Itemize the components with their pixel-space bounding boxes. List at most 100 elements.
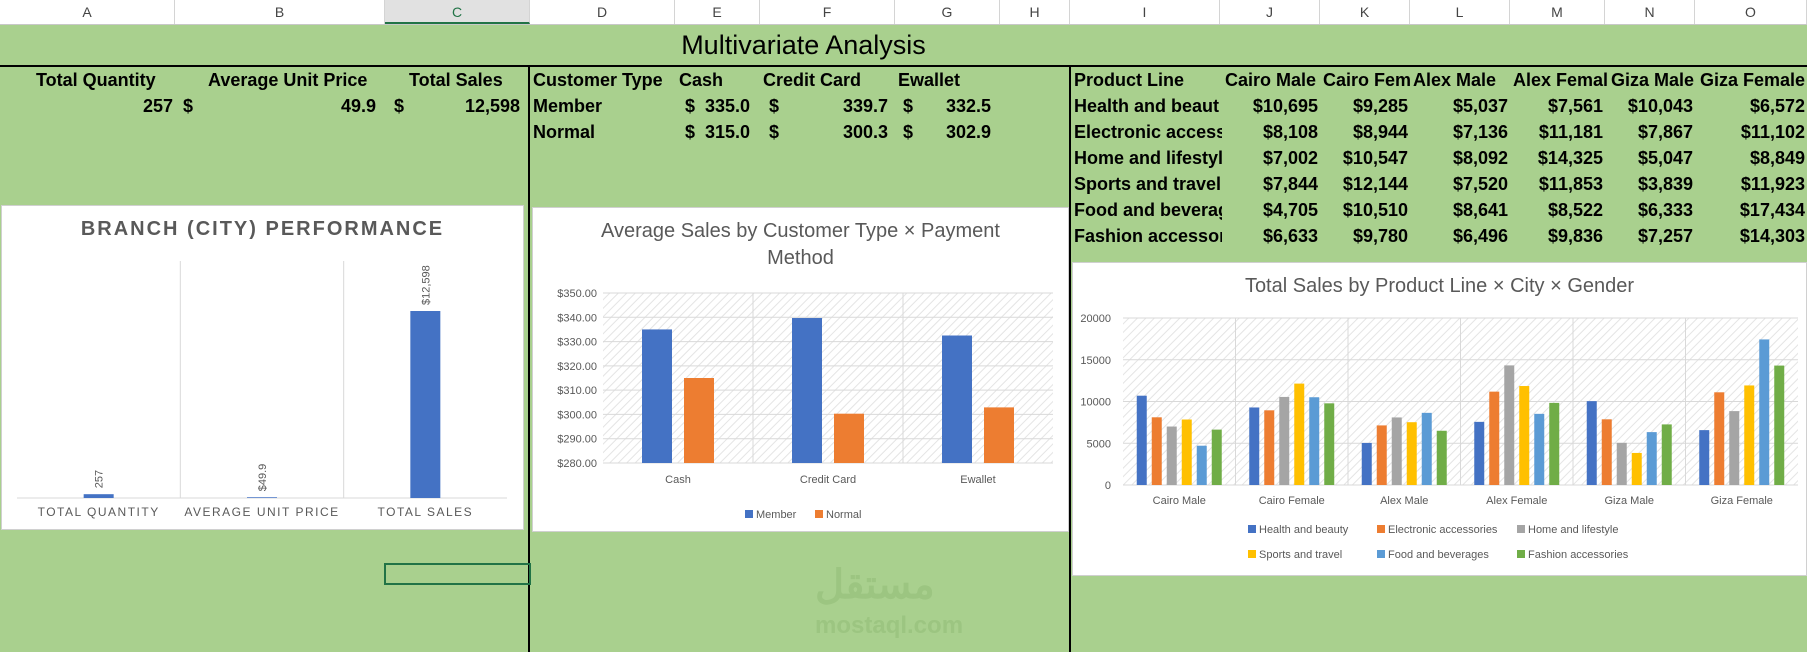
- chart-customer-payment[interactable]: Average Sales by Customer Type × Payment…: [532, 207, 1069, 532]
- col-header-o[interactable]: O: [1695, 0, 1807, 24]
- col-header-i[interactable]: I: [1070, 0, 1220, 24]
- bar-1[interactable]: [247, 497, 277, 498]
- normal-ewallet[interactable]: 302.9: [945, 122, 991, 142]
- bar-0-2[interactable]: [1361, 442, 1372, 485]
- col-header-g[interactable]: G: [895, 0, 1000, 24]
- product-cell[interactable]: $10,043: [1627, 96, 1693, 116]
- bar-3-1[interactable]: [1294, 383, 1305, 485]
- product-cell[interactable]: $7,520: [1452, 174, 1508, 194]
- bar-3-5[interactable]: [1744, 385, 1755, 485]
- bar-2-1[interactable]: [1279, 396, 1290, 485]
- product-header-0[interactable]: Product Line: [1074, 70, 1185, 90]
- product-row-label[interactable]: Home and lifestyl: [1074, 148, 1222, 168]
- col-header-e[interactable]: E: [675, 0, 760, 24]
- chart-branch-performance[interactable]: BRANCH (CITY) PERFORMANCE 257 TOTAL QUANT…: [1, 205, 524, 530]
- bar-1-2[interactable]: [1376, 425, 1387, 485]
- product-cell[interactable]: $11,102: [1740, 122, 1805, 142]
- product-cell[interactable]: $11,181: [1538, 122, 1603, 142]
- header-ewallet[interactable]: Ewallet: [898, 70, 961, 90]
- row-label-member[interactable]: Member: [533, 96, 603, 116]
- product-cell[interactable]: $11,923: [1740, 174, 1805, 194]
- col-header-c[interactable]: C: [385, 0, 530, 24]
- header-total-quantity[interactable]: Total Quantity: [36, 70, 156, 90]
- product-cell[interactable]: $8,944: [1352, 122, 1408, 142]
- product-cell[interactable]: $8,641: [1452, 200, 1508, 220]
- bar-member-2[interactable]: [942, 335, 972, 464]
- product-header-1[interactable]: Cairo Male: [1225, 70, 1317, 90]
- product-cell[interactable]: $7,136: [1452, 122, 1508, 142]
- product-row-label[interactable]: Food and beverag: [1074, 200, 1222, 220]
- member-cash[interactable]: 335.0: [704, 96, 750, 116]
- bar-normal-1[interactable]: [834, 413, 864, 463]
- product-row-label[interactable]: Electronic accesso: [1074, 122, 1222, 142]
- product-cell[interactable]: $8,522: [1547, 200, 1603, 220]
- col-header-n[interactable]: N: [1605, 0, 1695, 24]
- product-cell[interactable]: $6,633: [1262, 226, 1318, 246]
- normal-cash[interactable]: 315.0: [704, 122, 750, 142]
- col-header-m[interactable]: M: [1510, 0, 1605, 24]
- bar-5-1[interactable]: [1324, 403, 1335, 485]
- bar-0-3[interactable]: [1474, 421, 1485, 485]
- product-cell[interactable]: $10,510: [1342, 200, 1408, 220]
- active-cell-selection[interactable]: [384, 563, 531, 585]
- col-header-d[interactable]: D: [530, 0, 675, 24]
- bar-5-3[interactable]: [1549, 402, 1560, 485]
- bar-2-4[interactable]: [1616, 442, 1627, 485]
- bar-4-5[interactable]: [1759, 339, 1770, 485]
- avg-unit-price-value[interactable]: 49.9: [340, 96, 376, 116]
- bar-normal-2[interactable]: [984, 407, 1014, 463]
- product-cell[interactable]: $7,561: [1547, 96, 1603, 116]
- bar-5-0[interactable]: [1211, 429, 1222, 485]
- bar-2-3[interactable]: [1504, 365, 1515, 485]
- bar-4-1[interactable]: [1309, 397, 1320, 485]
- product-cell[interactable]: $8,849: [1749, 148, 1805, 168]
- bar-0-4[interactable]: [1586, 401, 1597, 485]
- bar-5-5[interactable]: [1774, 365, 1785, 485]
- col-header-b[interactable]: B: [175, 0, 385, 24]
- product-cell[interactable]: $14,325: [1537, 148, 1603, 168]
- bar-3-2[interactable]: [1406, 422, 1417, 485]
- header-total-sales[interactable]: Total Sales: [409, 70, 503, 90]
- bar-1-4[interactable]: [1601, 419, 1612, 485]
- row-label-normal[interactable]: Normal: [533, 122, 596, 142]
- product-cell[interactable]: $11,853: [1538, 174, 1603, 194]
- bar-0-5[interactable]: [1699, 430, 1710, 485]
- bar-2-2[interactable]: [1391, 417, 1402, 485]
- product-cell[interactable]: $7,002: [1262, 148, 1318, 168]
- product-cell[interactable]: $5,047: [1637, 148, 1693, 168]
- product-cell[interactable]: $10,547: [1342, 148, 1408, 168]
- product-cell[interactable]: $7,867: [1637, 122, 1693, 142]
- product-cell[interactable]: $10,695: [1252, 96, 1318, 116]
- col-header-a[interactable]: A: [0, 0, 175, 24]
- product-cell[interactable]: $9,780: [1352, 226, 1408, 246]
- product-cell[interactable]: $7,257: [1637, 226, 1693, 246]
- bar-2-5[interactable]: [1729, 411, 1740, 485]
- bar-3-3[interactable]: [1519, 386, 1530, 485]
- product-cell[interactable]: $6,333: [1637, 200, 1693, 220]
- bar-2[interactable]: [410, 311, 441, 498]
- bar-1-5[interactable]: [1714, 392, 1725, 485]
- product-cell[interactable]: $5,037: [1452, 96, 1508, 116]
- product-header-6[interactable]: Giza Female: [1700, 70, 1806, 90]
- product-header-3[interactable]: Alex Male: [1413, 70, 1497, 90]
- product-header-2[interactable]: Cairo Fem: [1323, 70, 1412, 90]
- bar-4-2[interactable]: [1421, 412, 1432, 485]
- bar-0[interactable]: [83, 494, 114, 498]
- product-cell[interactable]: $3,839: [1637, 174, 1693, 194]
- product-cell[interactable]: $4,705: [1262, 200, 1318, 220]
- bar-4-4[interactable]: [1646, 432, 1657, 485]
- col-header-l[interactable]: L: [1410, 0, 1510, 24]
- total-sales-value[interactable]: 12,598: [464, 96, 520, 116]
- bar-3-0[interactable]: [1181, 419, 1192, 485]
- product-header-5[interactable]: Giza Male: [1611, 70, 1695, 90]
- header-credit-card[interactable]: Credit Card: [763, 70, 862, 90]
- bar-2-0[interactable]: [1166, 426, 1177, 485]
- product-row-label[interactable]: Sports and travel: [1074, 174, 1222, 194]
- bar-1-1[interactable]: [1264, 410, 1275, 485]
- bar-0-0[interactable]: [1136, 395, 1147, 485]
- bar-0-1[interactable]: [1249, 407, 1260, 485]
- bar-member-0[interactable]: [642, 329, 672, 463]
- header-cash[interactable]: Cash: [679, 70, 724, 90]
- product-cell[interactable]: $14,303: [1739, 226, 1805, 246]
- col-header-h[interactable]: H: [1000, 0, 1070, 24]
